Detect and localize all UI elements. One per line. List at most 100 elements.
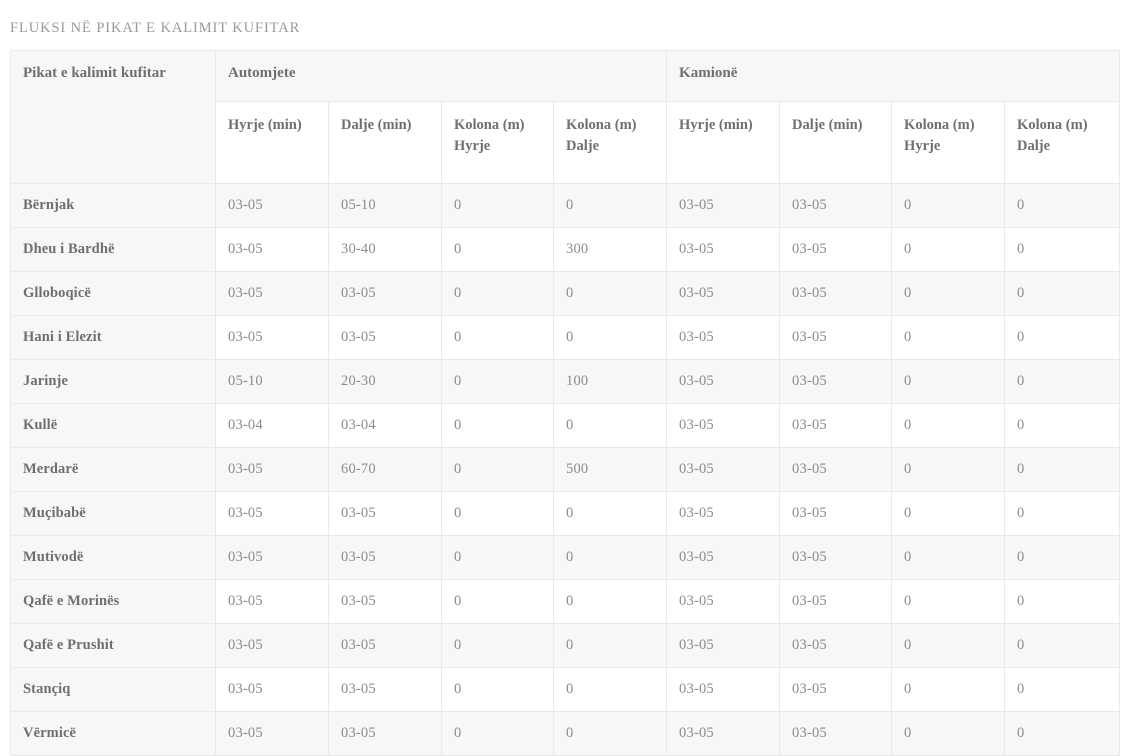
- table-cell: 03-05: [666, 271, 781, 317]
- table-cell: 0: [891, 271, 1006, 317]
- column-subheader-7: Kolona (m) Dalje: [1004, 100, 1121, 185]
- border-crossing-flux-table: Pikat e kalimit kufitar Automjete Kamion…: [10, 49, 1121, 756]
- table-cell: 03-05: [215, 491, 329, 537]
- row-header-crossing-point: Glloboqicë: [10, 271, 216, 317]
- table-cell: 0: [441, 535, 554, 581]
- table-cell: 03-05: [215, 579, 329, 625]
- table-row: Muçibabë 03-05 03-05 0 0 03-05 03-05 0 0: [10, 491, 1121, 537]
- table-cell: 03-05: [328, 491, 442, 537]
- table-cell: 03-05: [779, 579, 893, 625]
- table-cell: 03-05: [666, 359, 781, 405]
- table-cell: 03-04: [215, 403, 329, 449]
- table-cell: 0: [441, 271, 554, 317]
- row-header-crossing-point: Muçibabë: [10, 491, 216, 537]
- column-subheader-1: Dalje (min): [328, 100, 442, 185]
- column-subheader-4: Hyrje (min): [666, 100, 781, 185]
- table-cell: 03-05: [666, 667, 781, 713]
- table-cell: 0: [891, 535, 1006, 581]
- table-cell: 03-05: [666, 491, 781, 537]
- table-cell: 03-05: [328, 623, 442, 669]
- table-row: Vërmicë 03-05 03-05 0 0 03-05 03-05 0 0: [10, 711, 1121, 756]
- table-cell: 0: [441, 711, 554, 756]
- row-header-crossing-point: Qafë e Morinës: [10, 579, 216, 625]
- column-subheader-line2: Hyrje: [454, 138, 491, 155]
- table-cell: 0: [441, 623, 554, 669]
- table-cell: 30-40: [328, 227, 442, 273]
- column-subheader-line1: Kolona (m): [1017, 117, 1088, 133]
- table-cell: 0: [891, 623, 1006, 669]
- table-cell: 03-05: [666, 535, 781, 581]
- table-row: Dheu i Bardhë 03-05 30-40 0 300 03-05 03-05 0 0: [10, 227, 1121, 273]
- table-cell: 0: [1004, 535, 1121, 581]
- column-subheader-line1: Hyrje (min): [679, 117, 753, 133]
- table-cell: 0: [1004, 403, 1121, 449]
- table-cell: 0: [552, 403, 668, 449]
- table-cell: 20-30: [328, 359, 442, 405]
- table-row: Glloboqicë 03-05 03-05 0 0 03-05 03-05 0 0: [10, 271, 1121, 317]
- table-row: Merdarë 03-05 60-70 0 500 03-05 03-05 0 0: [10, 447, 1121, 493]
- table-cell: 03-05: [215, 447, 329, 493]
- table-cell: 0: [552, 315, 668, 361]
- table-cell: 03-05: [328, 667, 442, 713]
- table-cell: 0: [1004, 315, 1121, 361]
- row-header-crossing-point: Kullë: [10, 403, 216, 449]
- table-row: Qafë e Prushit 03-05 03-05 0 0 03-05 03-05 0 0: [10, 623, 1121, 669]
- table-cell: 0: [441, 447, 554, 493]
- table-cell: 300: [552, 227, 668, 273]
- table-head: Pikat e kalimit kufitar Automjete Kamion…: [10, 49, 1121, 185]
- table-cell: 03-05: [666, 623, 781, 669]
- table-cell: 0: [891, 359, 1006, 405]
- table-cell: 03-05: [666, 579, 781, 625]
- table-row: Mutivodë 03-05 03-05 0 0 03-05 03-05 0 0: [10, 535, 1121, 581]
- table-cell: 03-05: [328, 579, 442, 625]
- table-cell: 0: [441, 359, 554, 405]
- table-cell: 0: [1004, 271, 1121, 317]
- table-cell: 0: [1004, 667, 1121, 713]
- table-cell: 0: [891, 491, 1006, 537]
- table-cell: 03-05: [666, 447, 781, 493]
- table-cell: 500: [552, 447, 668, 493]
- column-subheader-line2: Dalje: [566, 138, 600, 155]
- column-subheader-line1: Kolona (m): [454, 117, 525, 133]
- column-subheader-line1: Kolona (m): [566, 117, 637, 133]
- table-cell: 0: [1004, 579, 1121, 625]
- table-cell: 0: [552, 183, 668, 229]
- column-subheader-line2: Dalje: [1017, 138, 1051, 155]
- table-cell: 100: [552, 359, 668, 405]
- table-cell: 03-05: [779, 271, 893, 317]
- table-cell: 03-05: [328, 271, 442, 317]
- table-cell: 0: [441, 579, 554, 625]
- page-title: FLUKSI NË PIKAT E KALIMIT KUFITAR: [10, 20, 301, 36]
- table-cell: 03-05: [215, 271, 329, 317]
- table-cell: 03-05: [779, 623, 893, 669]
- row-header-crossing-point: Dheu i Bardhë: [10, 227, 216, 273]
- table-cell: 0: [552, 711, 668, 756]
- table-cell: 0: [891, 403, 1006, 449]
- table-cell: 03-05: [666, 315, 781, 361]
- table-cell: 0: [552, 579, 668, 625]
- row-header-crossing-point: Stançiq: [10, 667, 216, 713]
- table-cell: 0: [1004, 183, 1121, 229]
- row-header-crossing-point: Qafë e Prushit: [10, 623, 216, 669]
- row-header-crossing-point: Mutivodë: [10, 535, 216, 581]
- table-cell: 03-05: [779, 183, 893, 229]
- table-cell: 03-05: [779, 227, 893, 273]
- table-cell: 03-05: [215, 623, 329, 669]
- row-header-crossing-point: Jarinje: [10, 359, 216, 405]
- table-cell: 03-05: [666, 183, 781, 229]
- table-header-group-row: Pikat e kalimit kufitar Automjete Kamion…: [10, 49, 1121, 185]
- table-cell: 03-05: [779, 447, 893, 493]
- table-cell: 0: [891, 183, 1006, 229]
- column-group-header-automjete: Automjete: [214, 50, 668, 102]
- table-cell: 0: [441, 227, 554, 273]
- table-cell: 03-05: [215, 315, 329, 361]
- table-cell: 0: [1004, 447, 1121, 493]
- table-cell: 0: [552, 667, 668, 713]
- table-cell: 03-05: [779, 359, 893, 405]
- table-cell: 03-05: [666, 403, 781, 449]
- table-row: Kullë 03-04 03-04 0 0 03-05 03-05 0 0: [10, 403, 1121, 449]
- table-cell: 03-05: [215, 227, 329, 273]
- table-cell: 0: [441, 667, 554, 713]
- table-cell: 03-05: [328, 711, 442, 756]
- table-cell: 0: [552, 491, 668, 537]
